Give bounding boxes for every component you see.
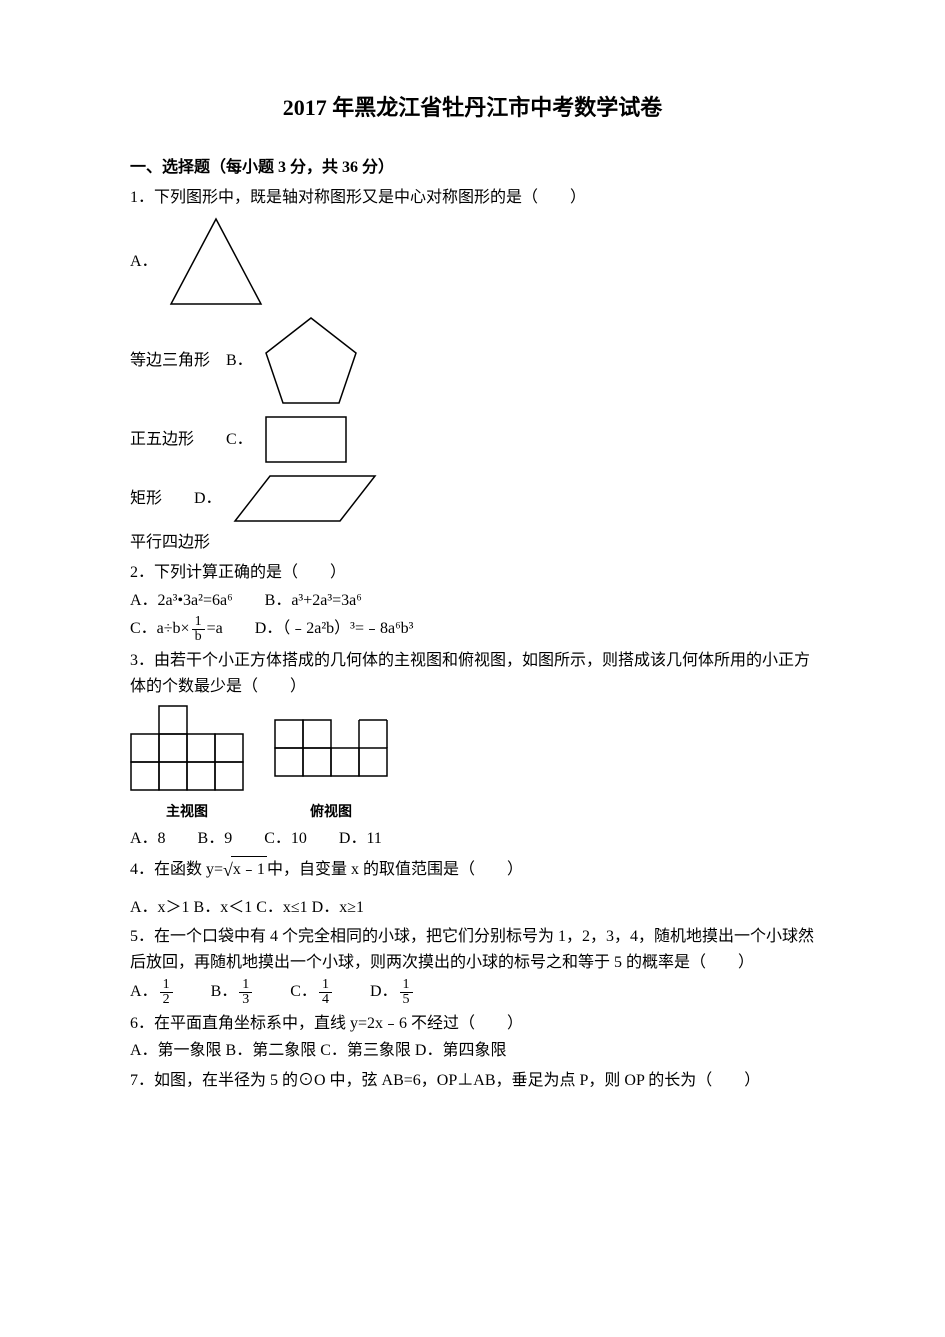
question-2: 2．下列计算正确的是（ ） A．2a³•3a²=6a⁶ B．a³+2a³=3a⁶… <box>130 560 815 644</box>
top-view-caption: 俯视图 <box>274 802 388 824</box>
q5-fracC: 14 <box>319 978 332 1007</box>
q2-opts-cd: C．a÷b×1b=a D．（﹣2a²b）³=﹣8a⁶b³ <box>130 615 815 644</box>
q6-opts: A．第一象限 B．第二象限 C．第三象限 D．第四象限 <box>130 1038 815 1064</box>
q4-stem-pre: 4．在函数 y= <box>130 861 223 878</box>
q4-stem: 4．在函数 y=√x﹣1中，自变量 x 的取值范围是（ ） <box>130 856 815 885</box>
q5-optB-label: B． <box>179 983 238 1000</box>
q5-opts: A．12 B．13 C．14 D．15 <box>130 978 815 1007</box>
section-1-header: 一、选择题（每小题 3 分，共 36 分） <box>130 155 815 181</box>
q3-views: 主视图 俯视图 <box>130 705 815 824</box>
q1-option-b-row: 等边三角形 B． <box>130 313 815 408</box>
q1-label-c: 正五边形 C． <box>130 427 253 453</box>
front-view-caption: 主视图 <box>130 802 244 824</box>
q1-option-d-row: 矩形 D． <box>130 471 815 526</box>
triangle-shape <box>166 214 266 309</box>
q1-label-a: A． <box>130 249 158 275</box>
q2-frac-num: 1 <box>192 615 205 630</box>
q5-stem: 5．在一个口袋中有 4 个完全相同的小球，把它们分别标号为 1，2，3，4，随机… <box>130 924 815 975</box>
q7-stem: 7．如图，在半径为 5 的⊙O 中，弦 AB=6，OP⊥AB，垂足为点 P，则 … <box>130 1068 815 1094</box>
q2-frac-den: b <box>192 630 205 644</box>
q4-stem-post: 中，自变量 x 的取值范围是（ ） <box>267 861 523 878</box>
q1-label-d: 矩形 D． <box>130 486 222 512</box>
q6-stem: 6．在平面直角坐标系中，直线 y=2x﹣6 不经过（ ） <box>130 1011 815 1037</box>
q3-stem: 3．由若干个小正方体搭成的几何体的主视图和俯视图，如图所示，则搭成该几何体所用的… <box>130 648 815 699</box>
parallelogram-shape <box>230 471 380 526</box>
exam-title: 2017 年黑龙江省牡丹江市中考数学试卷 <box>130 90 815 125</box>
q2-optc-post: =a D．（﹣2a²b）³=﹣8a⁶b³ <box>207 620 414 637</box>
q4-opts: A．x＞1 B．x＜1 C．x≤1 D．x≥1 <box>130 895 815 921</box>
pentagon-shape <box>261 313 361 408</box>
q2-frac: 1b <box>192 615 205 644</box>
q1-option-a-row: A． <box>130 214 815 309</box>
q5-fracA: 12 <box>160 978 173 1007</box>
q5-fracD: 15 <box>400 978 413 1007</box>
front-view-diagram <box>130 705 244 791</box>
question-4: 4．在函数 y=√x﹣1中，自变量 x 的取值范围是（ ） A．x＞1 B．x＜… <box>130 856 815 920</box>
top-view-block: 俯视图 <box>274 705 388 824</box>
q1-option-c-row: 正五边形 C． <box>130 412 815 467</box>
q5-fracB: 13 <box>239 978 252 1007</box>
q5-optA-label: A． <box>130 983 158 1000</box>
rectangle-shape <box>261 412 351 467</box>
q1-stem: 1．下列图形中，既是轴对称图形又是中心对称图形的是（ ） <box>130 185 815 211</box>
q3-opts: A．8 B．9 C．10 D．11 <box>130 826 815 852</box>
front-view-block: 主视图 <box>130 705 244 824</box>
question-3: 3．由若干个小正方体搭成的几何体的主视图和俯视图，如图所示，则搭成该几何体所用的… <box>130 648 815 852</box>
q1-label-d-text: 平行四边形 <box>130 530 815 556</box>
q2-opts-ab: A．2a³•3a²=6a⁶ B．a³+2a³=3a⁶ <box>130 588 815 614</box>
question-5: 5．在一个口袋中有 4 个完全相同的小球，把它们分别标号为 1，2，3，4，随机… <box>130 924 815 1006</box>
q5-optD-label: D． <box>338 983 398 1000</box>
q2-stem: 2．下列计算正确的是（ ） <box>130 560 815 586</box>
q4-sqrt-inner: x﹣1 <box>231 856 267 883</box>
question-6: 6．在平面直角坐标系中，直线 y=2x﹣6 不经过（ ） A．第一象限 B．第二… <box>130 1011 815 1064</box>
q2-optc-pre: C．a÷b× <box>130 620 190 637</box>
q1-label-b: 等边三角形 B． <box>130 348 253 374</box>
question-7: 7．如图，在半径为 5 的⊙O 中，弦 AB=6，OP⊥AB，垂足为点 P，则 … <box>130 1068 815 1094</box>
top-view-diagram <box>274 705 388 791</box>
question-1: 1．下列图形中，既是轴对称图形又是中心对称图形的是（ ） A． 等边三角形 B．… <box>130 185 815 556</box>
q5-optC-label: C． <box>258 983 317 1000</box>
